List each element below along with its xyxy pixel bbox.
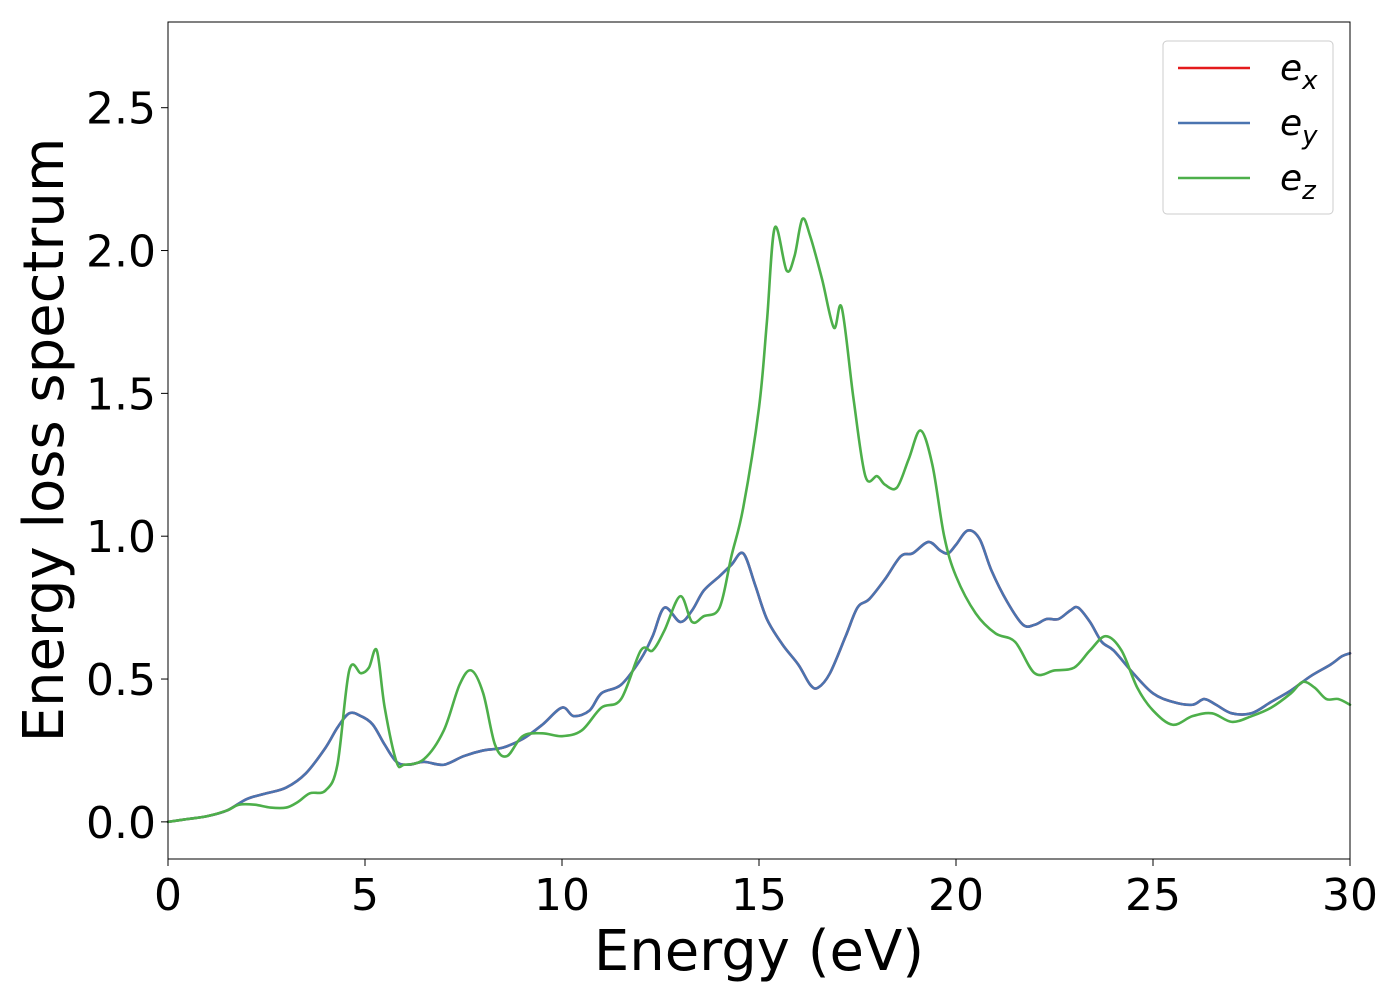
y-tick-label: 1.5 <box>86 369 156 420</box>
x-axis-label: Energy (eV) <box>594 919 924 984</box>
y-tick-label: 2.0 <box>86 227 156 278</box>
legend-label-x: ex <box>1280 48 1318 96</box>
x-tick-label: 5 <box>351 870 379 921</box>
legend-label-z: ez <box>1280 158 1317 206</box>
x-tick-label: 10 <box>534 870 590 921</box>
x-tick-label: 20 <box>928 870 984 921</box>
x-tick-label: 0 <box>154 870 182 921</box>
x-tick-label: 30 <box>1322 870 1378 921</box>
x-axis-ticks: 0 5 10 15 20 25 30 <box>154 859 1378 921</box>
x-tick-label: 25 <box>1125 870 1181 921</box>
y-axis-ticks: 0.0 0.5 1.0 1.5 2.0 2.5 <box>86 84 168 849</box>
y-tick-label: 2.5 <box>86 84 156 135</box>
legend-box <box>1162 40 1334 215</box>
y-axis-label: Energy loss spectrum <box>12 138 77 743</box>
y-tick-label: 0.0 <box>86 798 156 849</box>
legend-label-y: ey <box>1280 103 1318 151</box>
x-tick-label: 15 <box>731 870 787 921</box>
legend: ex ey ez <box>1162 40 1334 215</box>
y-tick-label: 0.5 <box>86 655 156 706</box>
series-layer <box>166 217 1352 824</box>
y-tick-label: 1.0 <box>86 512 156 563</box>
series-line-z <box>166 217 1352 824</box>
